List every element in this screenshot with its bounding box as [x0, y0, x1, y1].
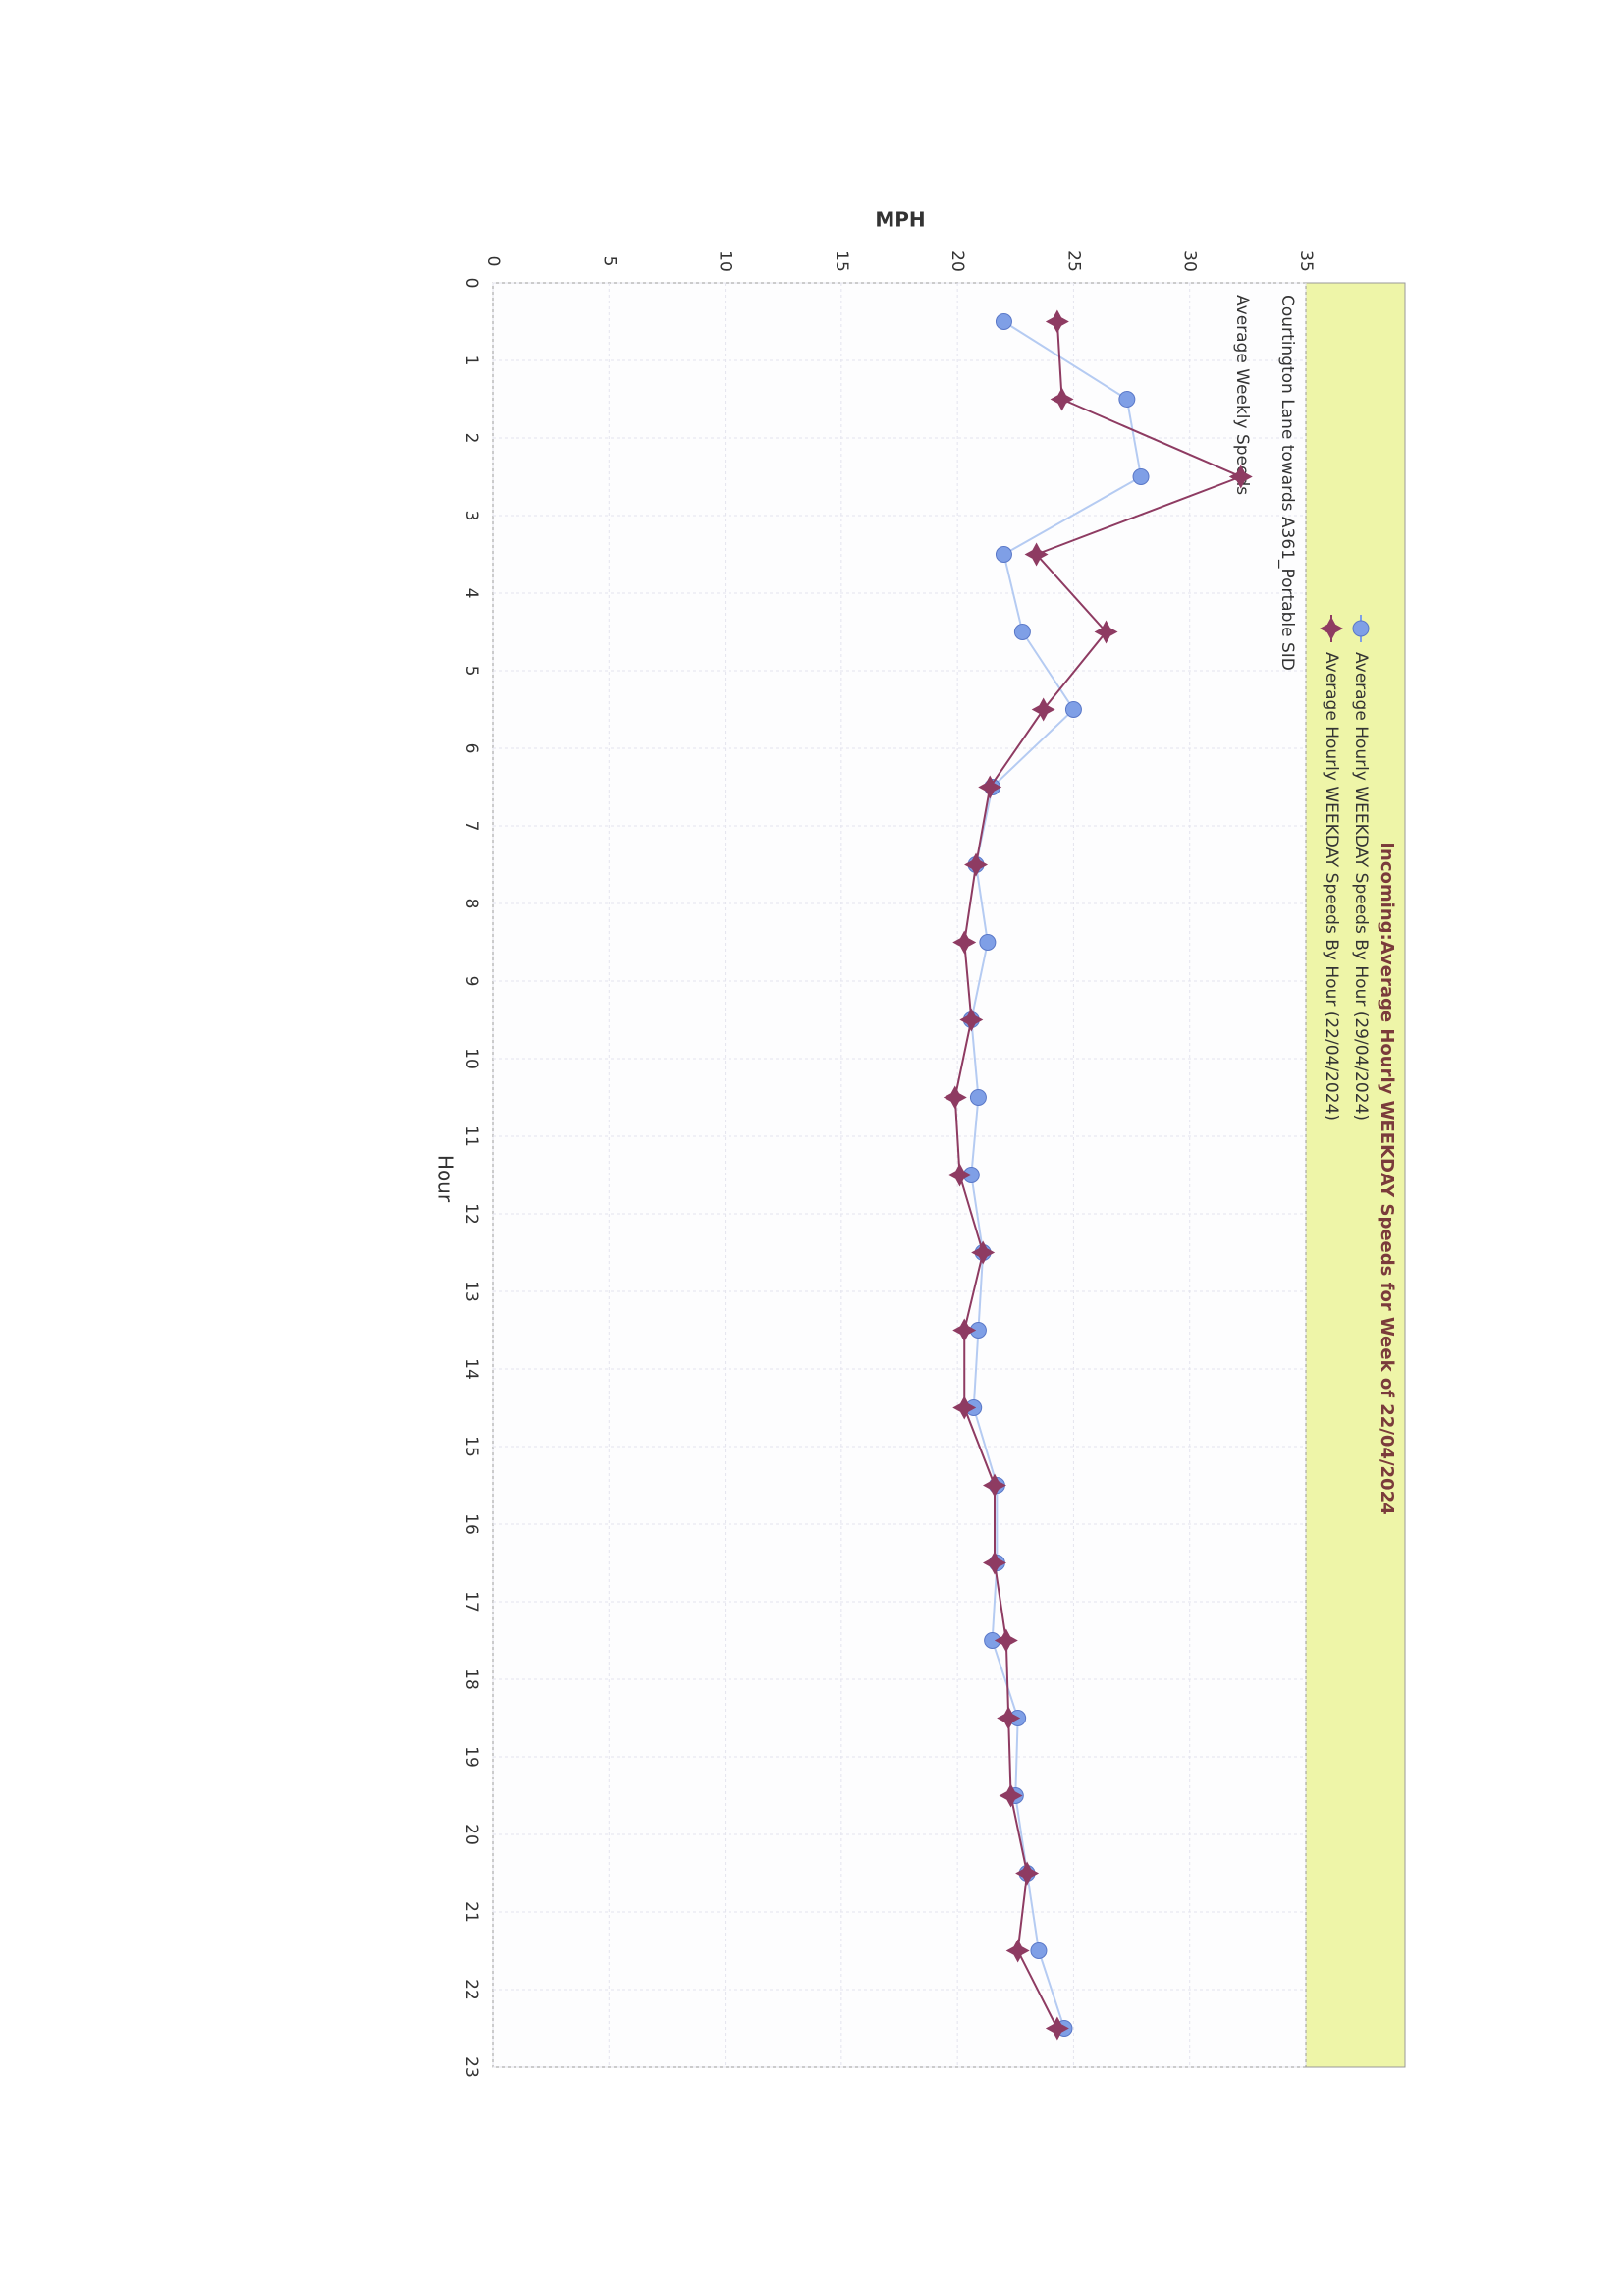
data-point	[1064, 701, 1082, 718]
data-point	[1005, 1939, 1030, 1963]
x-tick-label: 0	[461, 278, 481, 289]
x-tick-label: 21	[461, 1901, 481, 1923]
x-tick-label: 3	[461, 511, 481, 521]
data-point	[1030, 1942, 1048, 1959]
data-point	[994, 1628, 1018, 1653]
data-point	[952, 1395, 977, 1420]
data-point	[1045, 2016, 1069, 2041]
x-tick-label: 7	[461, 821, 481, 832]
data-point	[952, 930, 977, 955]
data-point	[971, 1240, 996, 1265]
data-point	[1050, 387, 1074, 411]
data-point	[964, 852, 989, 877]
y-axis-label: MPH	[875, 208, 925, 232]
x-axis-label: Hour	[434, 1155, 458, 1203]
x-tick-label: 13	[461, 1281, 481, 1302]
data-point	[982, 1473, 1006, 1498]
y-tick-label: 25	[1063, 250, 1083, 272]
data-point	[1094, 620, 1118, 644]
legend-label: Average Hourly WEEKDAY Speeds By Hour (2…	[1322, 652, 1341, 1121]
data-point	[1228, 465, 1253, 489]
data-point	[995, 313, 1012, 330]
y-tick-label: 15	[832, 250, 851, 272]
legend-marker	[1352, 620, 1370, 637]
data-point	[997, 1706, 1021, 1730]
data-point	[1013, 624, 1031, 640]
y-tick-label: 30	[1180, 250, 1200, 272]
x-tick-label: 23	[461, 2056, 481, 2078]
data-point	[943, 1085, 967, 1110]
y-tick-label: 35	[1296, 250, 1316, 272]
x-tick-label: 4	[461, 588, 481, 599]
x-tick-label: 17	[461, 1591, 481, 1613]
data-point	[999, 1783, 1023, 1808]
data-point	[1015, 1861, 1040, 1886]
x-tick-label: 20	[461, 1824, 481, 1845]
x-tick-label: 12	[461, 1203, 481, 1225]
annotation: Average Weekly Speeds	[1232, 295, 1252, 495]
data-point	[1031, 697, 1055, 722]
x-tick-label: 14	[461, 1358, 481, 1380]
data-point	[959, 1008, 984, 1032]
data-point	[1045, 309, 1069, 334]
x-tick-label: 2	[461, 433, 481, 444]
legend-marker	[1320, 617, 1343, 640]
y-tick-label: 0	[483, 256, 503, 267]
legend-band	[1305, 282, 1406, 2068]
x-tick-label: 15	[461, 1436, 481, 1457]
x-tick-label: 1	[461, 355, 481, 366]
chart-title: Incoming:Average Hourly WEEKDAY Speeds f…	[1377, 842, 1397, 1514]
x-tick-label: 8	[461, 899, 481, 909]
x-tick-label: 16	[461, 1513, 481, 1535]
y-tick-label: 20	[947, 250, 967, 272]
data-point	[1118, 391, 1136, 408]
data-point	[947, 1163, 972, 1187]
data-point	[995, 546, 1012, 563]
data-point	[979, 934, 997, 951]
y-tick-label: 10	[716, 250, 735, 272]
x-tick-label: 22	[461, 1979, 481, 2000]
x-tick-label: 9	[461, 976, 481, 987]
data-point	[1024, 542, 1049, 567]
data-point	[952, 1318, 977, 1342]
legend-label: Average Hourly WEEKDAY Speeds By Hour (2…	[1351, 652, 1371, 1121]
y-tick-label: 5	[599, 256, 619, 267]
x-tick-label: 10	[461, 1048, 481, 1069]
x-tick-label: 6	[461, 743, 481, 754]
data-point	[978, 775, 1002, 799]
x-tick-label: 18	[461, 1668, 481, 1690]
x-tick-label: 5	[461, 666, 481, 677]
data-point	[969, 1089, 987, 1106]
data-point	[1132, 468, 1150, 485]
data-point	[982, 1551, 1006, 1575]
x-tick-label: 19	[461, 1746, 481, 1768]
x-tick-label: 11	[461, 1125, 481, 1147]
annotation: Courtington Lane towards A361_Portable S…	[1277, 295, 1297, 671]
